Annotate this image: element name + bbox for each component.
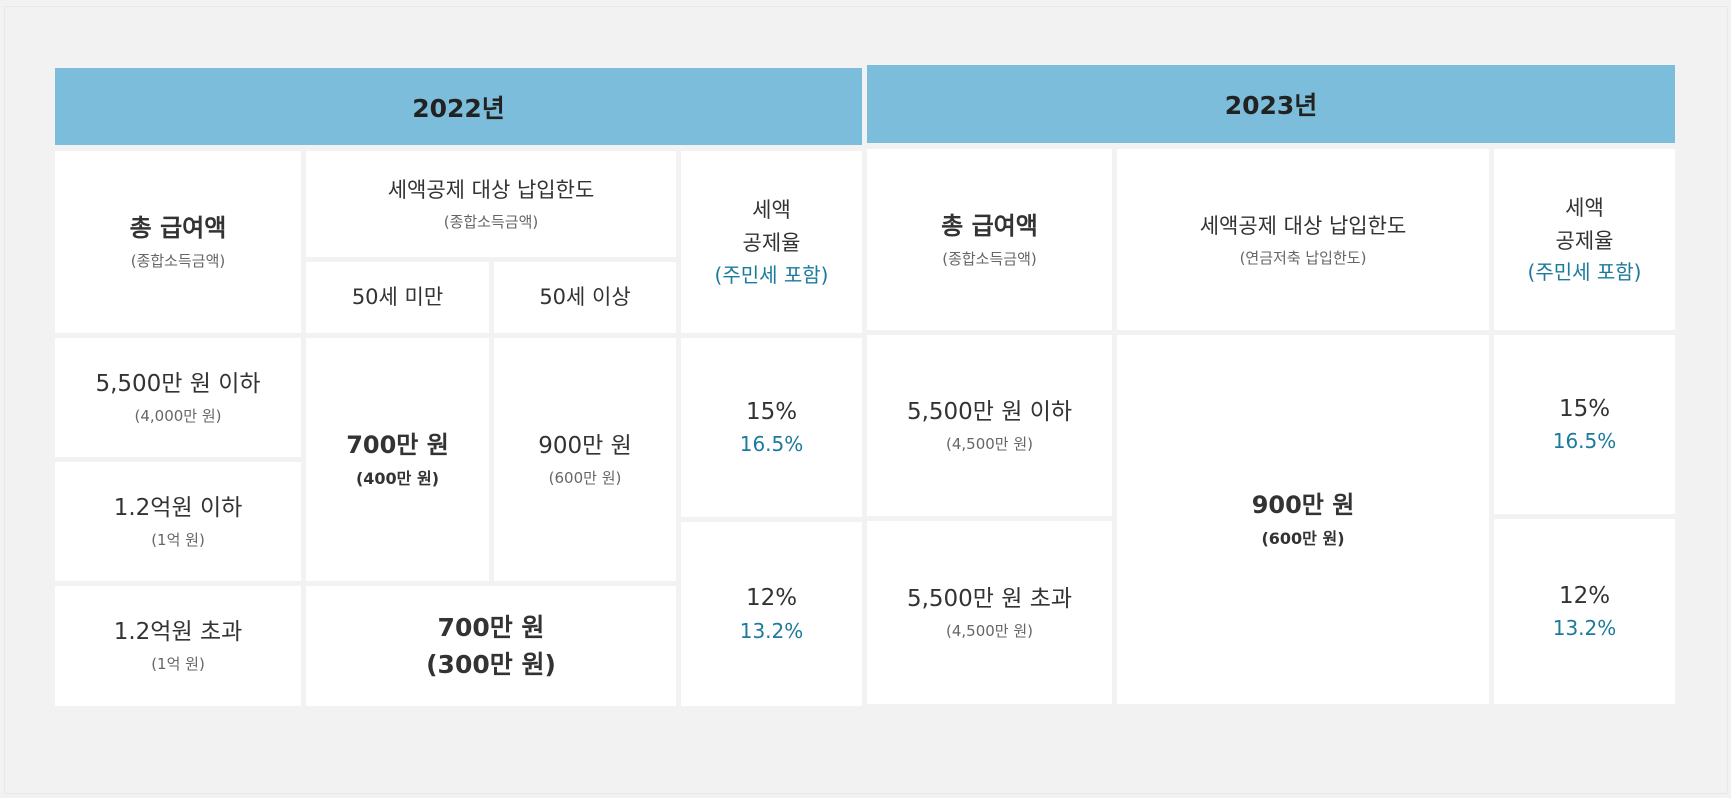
salary-value: 5,500만 원 초과 [906, 585, 1073, 612]
row-2022-salary-3: 1.2억원 초과 (1억 원) [55, 586, 301, 706]
limit-2022-high: 700만 원 (300만 원) [306, 586, 676, 706]
row-2022-salary-2: 1.2억원 이하 (1억 원) [55, 462, 301, 581]
salary-value-sub: (4,500만 원) [945, 621, 1033, 640]
salary-value-sub: (1억 원) [151, 655, 205, 674]
limit-2022-over50: 900만 원 (600만 원) [494, 338, 676, 581]
limit-subtitle: (연금저축 납입한도) [1239, 248, 1367, 267]
header-2023-rate: 세액 공제율 (주민세 포함) [1494, 149, 1675, 330]
header-2022-label: 2022년 [412, 93, 505, 123]
header-2022-over50: 50세 이상 [494, 262, 676, 333]
rate-value: 15% [1558, 395, 1611, 422]
rate-value: 15% [745, 398, 798, 425]
header-2022-limit: 세액공제 대상 납입한도 (종합소득금액) [306, 151, 676, 257]
limit-2022-under50: 700만 원 (400만 원) [306, 338, 489, 581]
header-2023-limit: 세액공제 대상 납입한도 (연금저축 납입한도) [1117, 149, 1489, 330]
limit-value: 900만 원 [1251, 491, 1355, 520]
rate-line2: 공제율 [1555, 228, 1614, 253]
under50-label: 50세 미만 [351, 285, 444, 310]
header-2022-rate: 세액 공제율 (주민세 포함) [681, 151, 862, 333]
rate-2023-high: 12% 13.2% [1494, 519, 1675, 704]
over50-label: 50세 이상 [539, 285, 631, 310]
rate-value-with-tax: 16.5% [1552, 429, 1617, 454]
salary-value-sub: (4,000만 원) [134, 406, 222, 425]
rate-2022-high: 12% 13.2% [681, 522, 862, 706]
salary-value: 5,500만 원 이하 [95, 370, 261, 397]
header-2022-salary: 총 급여액 (종합소득금액) [55, 151, 301, 333]
header-2023-salary: 총 급여액 (종합소득금액) [867, 149, 1112, 330]
rate-line1: 세액 [752, 198, 791, 223]
header-2022: 2022년 [55, 68, 862, 145]
salary-value: 1.2억원 초과 [113, 619, 243, 646]
salary-subtitle: (종합소득금액) [942, 249, 1037, 268]
salary-subtitle: (종합소득금액) [130, 252, 226, 271]
salary-value: 5,500만 원 이하 [906, 398, 1073, 425]
rate-value: 12% [745, 585, 798, 612]
rate-value-with-tax: 13.2% [1552, 616, 1617, 641]
rate-value-with-tax: 16.5% [739, 432, 804, 457]
rate-note: (주민세 포함) [714, 262, 829, 287]
limit-value-sub: (600만 원) [1261, 528, 1345, 548]
limit-title: 세액공제 대상 납입한도 [1199, 213, 1407, 238]
header-2023-label: 2023년 [1224, 91, 1318, 120]
salary-value-sub: (1억 원) [151, 530, 205, 549]
rate-value-with-tax: 13.2% [739, 618, 804, 643]
rate-line2: 공제율 [742, 231, 801, 255]
limit-title: 세액공제 대상 납입한도 [387, 178, 595, 203]
salary-value: 1.2억원 이하 [113, 494, 243, 521]
row-2023-salary-2: 5,500만 원 초과 (4,500만 원) [867, 521, 1112, 704]
rate-2022-low: 15% 16.5% [681, 338, 862, 517]
limit-2023: 900만 원 (600만 원) [1117, 335, 1489, 704]
header-2022-under50: 50세 미만 [306, 262, 489, 333]
limit-subtitle: (종합소득금액) [443, 213, 539, 232]
salary-title: 총 급여액 [129, 214, 227, 243]
salary-value-sub: (4,500만 원) [945, 434, 1033, 453]
limit-value: 900만 원 [538, 432, 632, 459]
row-2022-salary-1: 5,500만 원 이하 (4,000만 원) [55, 338, 301, 457]
limit-value: 700만 원 [437, 612, 545, 642]
rate-note: (주민세 포함) [1527, 260, 1642, 285]
limit-value-sub: (400만 원) [355, 468, 440, 488]
limit-value-sub: (300만 원) [426, 650, 556, 679]
limit-value: 700만 원 [346, 431, 449, 460]
rate-2023-low: 15% 16.5% [1494, 335, 1675, 514]
salary-title: 총 급여액 [941, 211, 1038, 240]
rate-line1: 세액 [1565, 195, 1604, 220]
row-2023-salary-1: 5,500만 원 이하 (4,500만 원) [867, 335, 1112, 516]
rate-value: 12% [1558, 582, 1611, 609]
limit-value-sub: (600만 원) [548, 468, 622, 487]
header-2023: 2023년 [867, 65, 1675, 143]
